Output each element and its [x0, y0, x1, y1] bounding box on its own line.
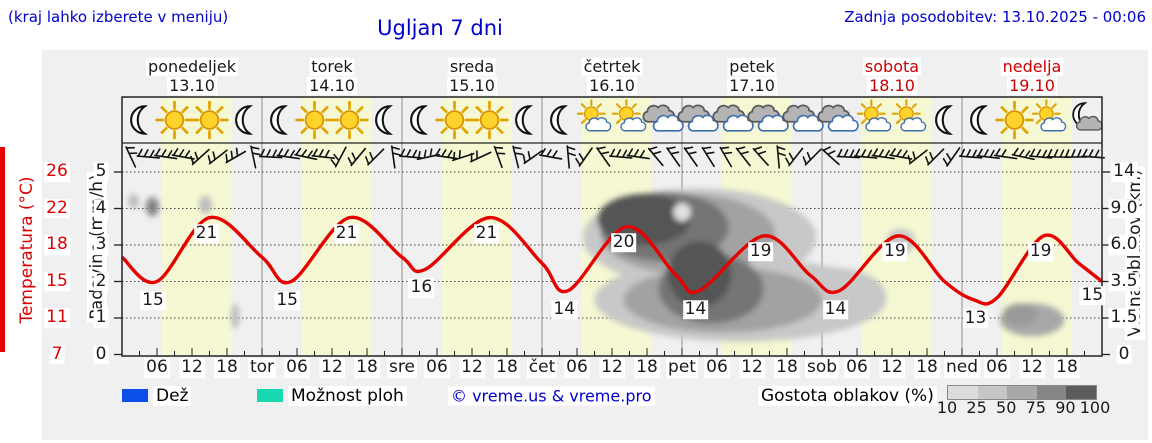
clouds-icon [678, 105, 718, 130]
wind-barbs-row [125, 145, 1106, 169]
density-scale-segment [1066, 386, 1096, 399]
gridlines [122, 171, 1102, 319]
precipitation-axis-title: Padavine (mm/h) [87, 171, 107, 323]
rain-swatch [122, 389, 148, 402]
sun-icon [995, 100, 1034, 140]
chart-title: Ugljan 7 dni [377, 16, 503, 40]
density-scale-segment [977, 386, 1008, 399]
density-scale-segment [948, 386, 978, 399]
temperature-curve [120, 215, 1104, 306]
showers-swatch [257, 389, 283, 402]
showers-label: Možnost ploh [288, 386, 407, 406]
temperature-axis-bar [0, 147, 5, 352]
moon-icon [270, 105, 286, 135]
sun-icon [190, 100, 229, 140]
sun-icon [470, 100, 509, 140]
rain-label: Dež [153, 386, 192, 406]
sun-icon [295, 100, 334, 140]
plot-frame [114, 96, 1110, 357]
moon-icon [935, 105, 951, 135]
density-scale-segment [1007, 386, 1037, 399]
location-hint: (kraj lahko izberete v meniju) [8, 8, 229, 26]
sun-icon [435, 100, 474, 140]
cloud-height-axis-title: Višina oblakov (km) [1125, 166, 1145, 340]
moon-icon [375, 105, 391, 135]
moon-cloud-icon [1073, 103, 1102, 130]
moon-icon [550, 105, 566, 135]
cloud-density-label: Gostota oblakov (%) [758, 386, 937, 406]
copyright-link[interactable]: © vreme.us & vreme.pro [448, 386, 655, 406]
moon-icon [410, 105, 426, 135]
sun-icon [330, 100, 369, 140]
moon-icon [235, 105, 251, 135]
moon-icon [970, 105, 986, 135]
density-scale-segment [1036, 386, 1067, 399]
last-update: Zadnja posodobitev: 13.10.2025 - 00:06 [844, 8, 1146, 26]
temperature-axis-title: Temperatura (°C) [17, 173, 37, 327]
clouds-icon [818, 105, 858, 130]
sun-icon [155, 100, 194, 140]
density-scale-bar [947, 385, 1097, 400]
moon-icon [130, 105, 146, 135]
moon-icon [515, 105, 531, 135]
